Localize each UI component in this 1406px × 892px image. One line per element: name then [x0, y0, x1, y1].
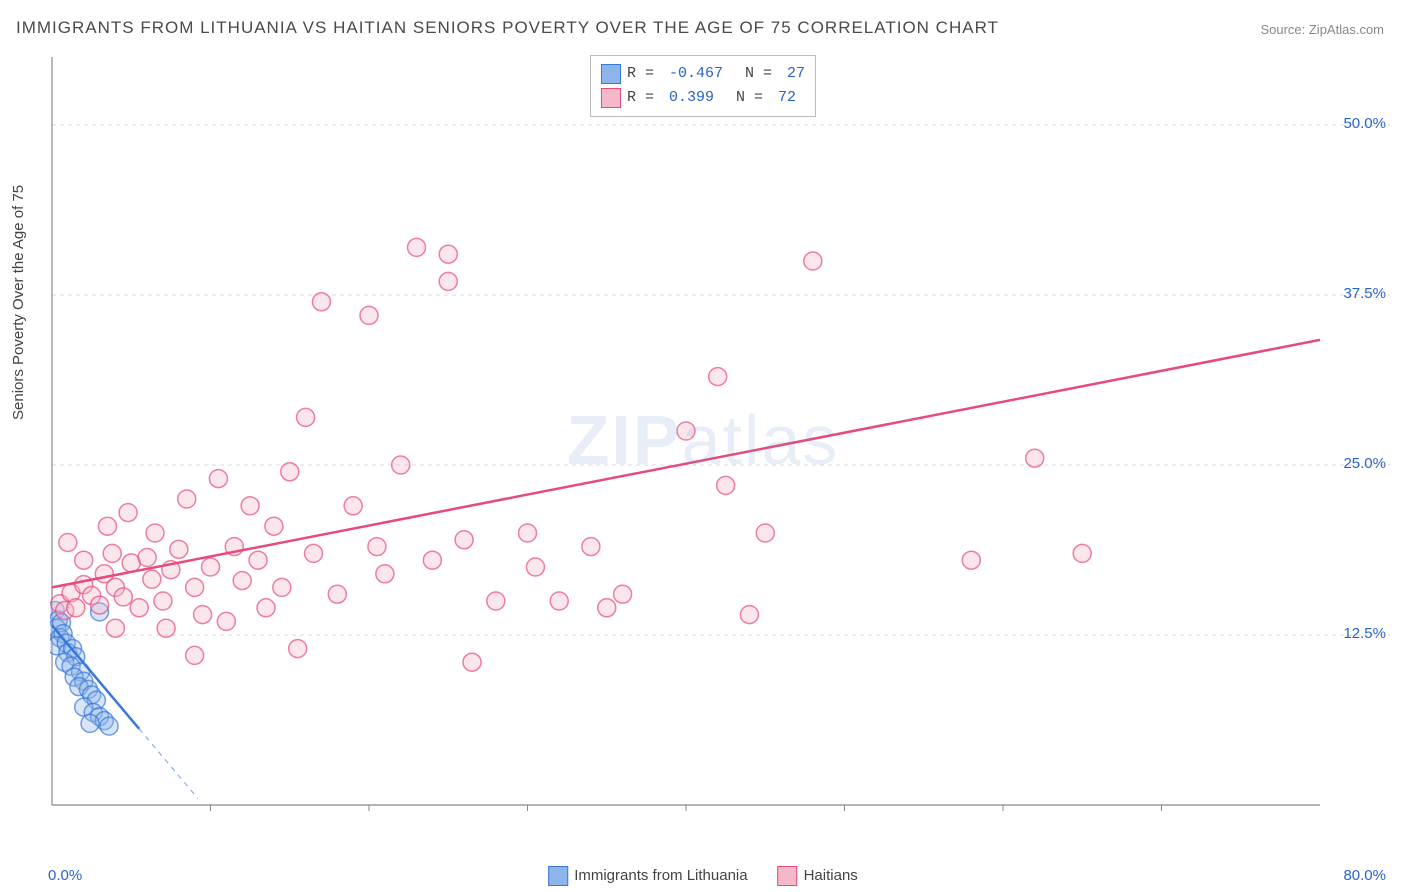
x-axis-max: 80.0%	[1343, 867, 1386, 884]
series-legend: Immigrants from Lithuania Haitians	[548, 866, 858, 886]
source-label: Source: ZipAtlas.com	[1260, 22, 1384, 37]
y-tick-label: 25.0%	[1343, 455, 1386, 472]
y-tick-label: 37.5%	[1343, 285, 1386, 302]
legend-item: Immigrants from Lithuania	[548, 866, 747, 886]
y-axis-label: Seniors Poverty Over the Age of 75	[10, 185, 27, 420]
y-tick-label: 50.0%	[1343, 115, 1386, 132]
chart-title: IMMIGRANTS FROM LITHUANIA VS HAITIAN SEN…	[16, 18, 999, 38]
legend-item: Haitians	[778, 866, 858, 886]
x-axis-min: 0.0%	[48, 867, 82, 884]
legend-row: R = 0.399N = 72	[601, 86, 805, 110]
scatter-plot	[50, 55, 1390, 835]
y-tick-label: 12.5%	[1343, 625, 1386, 642]
correlation-legend: R = -0.467N = 27R = 0.399N = 72	[590, 55, 816, 117]
legend-row: R = -0.467N = 27	[601, 62, 805, 86]
